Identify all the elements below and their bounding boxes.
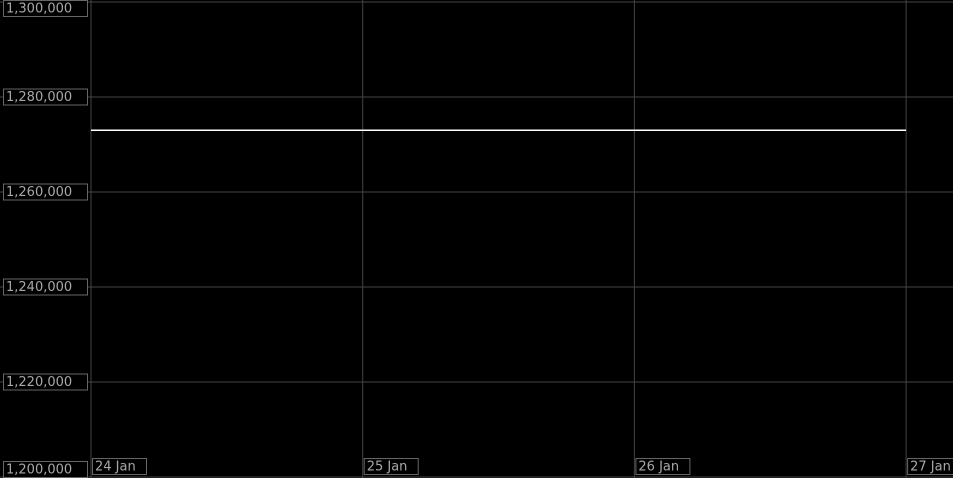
x-tick-label: 24 Jan xyxy=(95,460,136,475)
y-tick-label: 1,200,000 xyxy=(6,463,72,478)
y-tick-box xyxy=(3,373,88,391)
x-tick-label: 27 Jan xyxy=(910,460,951,475)
y-tick-box xyxy=(3,183,88,201)
y-tick-box xyxy=(3,0,88,17)
y-tick-box xyxy=(3,88,88,106)
y-tick-label: 1,260,000 xyxy=(6,185,72,200)
y-tick-label: 1,280,000 xyxy=(6,90,72,105)
x-tick-box xyxy=(907,458,953,475)
x-tick-label: 26 Jan xyxy=(638,460,679,475)
x-tick-label: 25 Jan xyxy=(367,460,408,475)
x-tick-box xyxy=(92,458,147,475)
y-tick-box xyxy=(3,278,88,296)
x-tick-box xyxy=(635,458,691,475)
y-tick-label: 1,240,000 xyxy=(6,280,72,295)
labels: 24 Jan 25 Jan 26 Jan 27 Jan 1,200,000 1,220,0… xyxy=(3,0,953,478)
y-tick-label: 1,220,000 xyxy=(6,375,72,390)
x-tick-box xyxy=(363,458,419,475)
y-tick-label: 1,300,000 xyxy=(6,2,72,17)
